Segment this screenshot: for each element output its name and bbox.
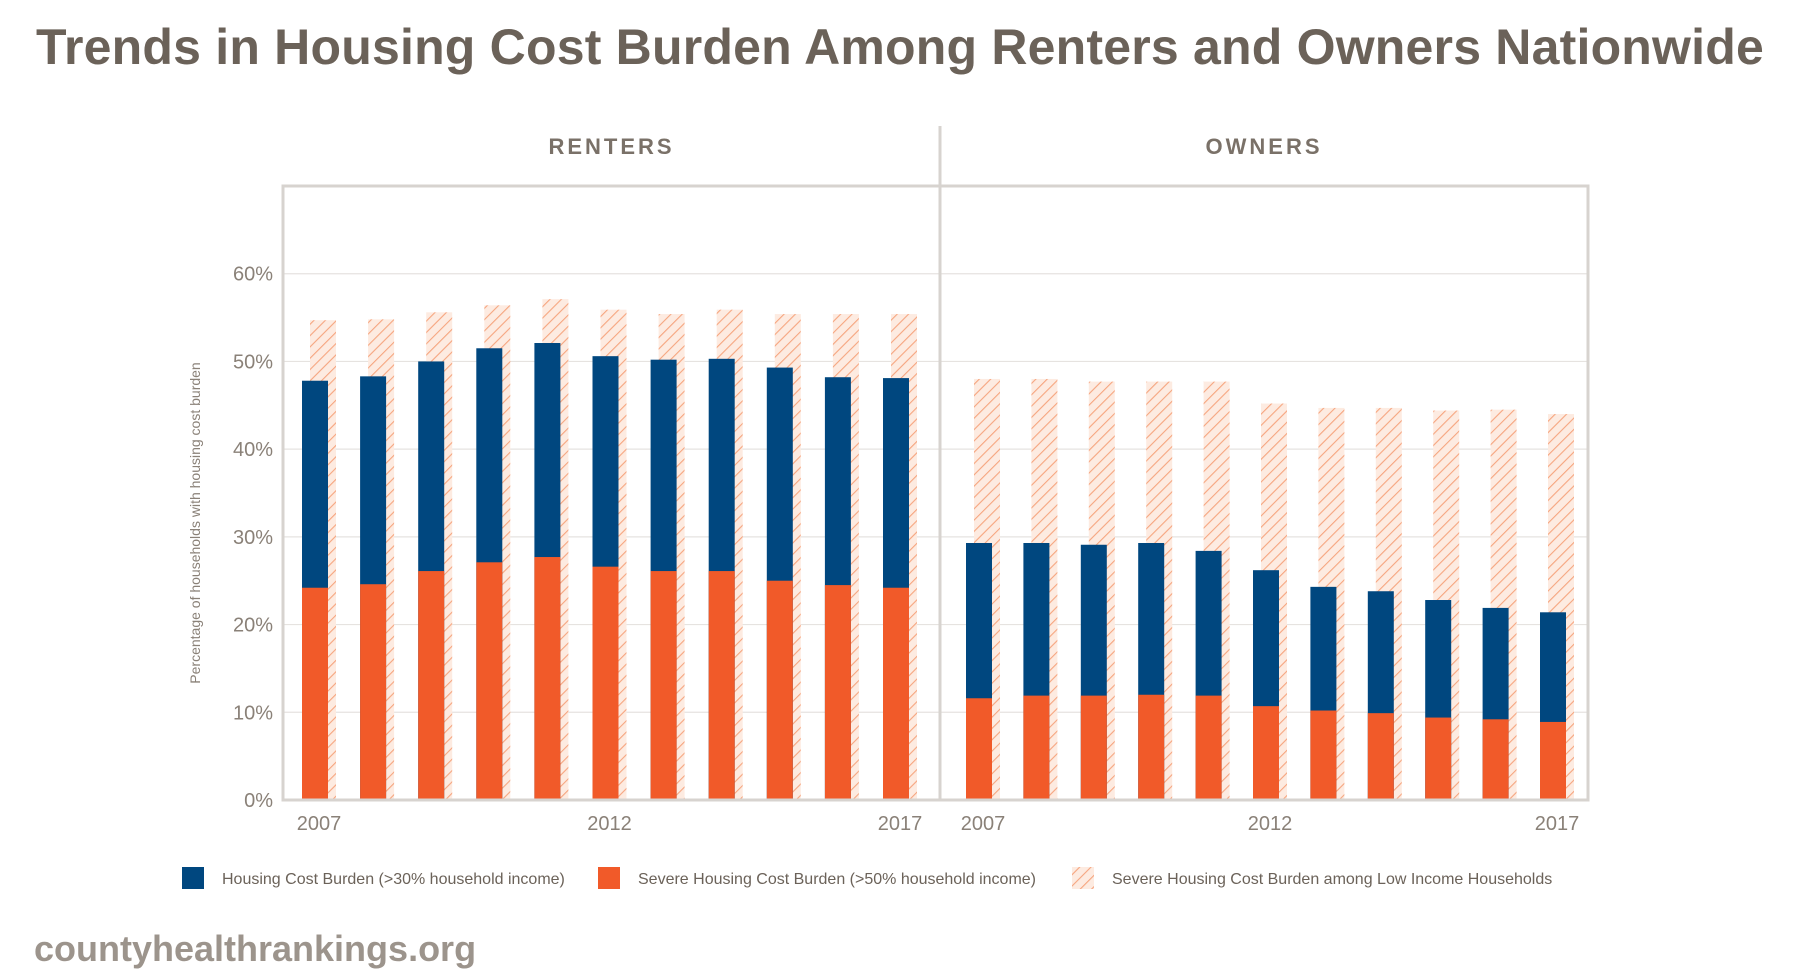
- bar-severe-housing-cost-burden: [1540, 721, 1566, 800]
- bar-severe-housing-cost-burden: [708, 571, 735, 800]
- xtick-label: 2017: [878, 813, 923, 835]
- xtick-label: 2012: [587, 813, 632, 835]
- ytick-label: 0%: [244, 790, 273, 812]
- bar-severe-housing-cost-burden: [418, 571, 445, 800]
- ytick-label: 60%: [233, 264, 273, 286]
- bar-severe-housing-cost-burden: [766, 580, 793, 800]
- panel-title-owners: OWNERS: [1206, 134, 1323, 159]
- legend-swatch: [182, 867, 204, 889]
- bar-severe-housing-cost-burden: [592, 566, 619, 800]
- bar-severe-housing-cost-burden: [966, 698, 992, 800]
- bar-severe-housing-cost-burden: [1138, 694, 1165, 800]
- bar-severe-housing-cost-burden: [302, 587, 328, 800]
- bars: [302, 299, 1574, 800]
- xtick-label: 2007: [961, 813, 1006, 835]
- bar-severe-housing-cost-burden: [1023, 695, 1050, 800]
- plot-border: [281, 184, 1590, 802]
- bar-severe-housing-cost-burden: [824, 585, 851, 800]
- ytick-label: 20%: [233, 615, 273, 637]
- y-axis-label: Percentage of households with housing co…: [187, 362, 203, 683]
- xtick-label: 2017: [1535, 813, 1580, 835]
- bar-severe-housing-cost-burden: [360, 584, 387, 800]
- legend-label: Severe Housing Cost Burden among Low Inc…: [1112, 871, 1552, 888]
- plot-frame: [281, 126, 1590, 802]
- legend: Housing Cost Burden (>30% household inco…: [182, 867, 1552, 889]
- ytick-label: 50%: [233, 351, 273, 373]
- panel-title-renters: RENTERS: [548, 134, 674, 159]
- bar-severe-housing-cost-burden: [534, 557, 561, 800]
- bar-severe-housing-cost-burden: [1482, 719, 1509, 800]
- xtick-label: 2012: [1248, 813, 1293, 835]
- bar-severe-housing-cost-burden: [1310, 710, 1337, 800]
- axis-text: 0% 10% 20% 30% 40% 50% 60% Percentage of househ…: [187, 134, 1579, 835]
- legend-swatch: [598, 867, 620, 889]
- ytick-label: 10%: [233, 702, 273, 724]
- bar-severe-housing-cost-burden: [1367, 713, 1394, 800]
- bar-severe-housing-cost-burden: [1080, 695, 1107, 800]
- legend-label: Severe Housing Cost Burden (>50% househo…: [638, 871, 1036, 888]
- ytick-label: 30%: [233, 527, 273, 549]
- bar-severe-housing-cost-burden: [476, 562, 503, 800]
- xtick-label: 2007: [297, 813, 342, 835]
- bar-severe-housing-cost-burden: [650, 571, 677, 800]
- bar-severe-housing-cost-burden: [1425, 717, 1452, 800]
- legend-label: Housing Cost Burden (>30% household inco…: [222, 871, 565, 888]
- bar-severe-housing-cost-burden: [1253, 706, 1279, 800]
- source-credit: countyhealthrankings.org: [34, 928, 477, 969]
- chart-title: Trends in Housing Cost Burden Among Rent…: [36, 19, 1764, 75]
- bar-severe-housing-cost-burden: [883, 587, 909, 800]
- ytick-label: 40%: [233, 439, 273, 461]
- legend-swatch: [1072, 867, 1094, 889]
- bar-severe-housing-cost-burden: [1195, 695, 1222, 800]
